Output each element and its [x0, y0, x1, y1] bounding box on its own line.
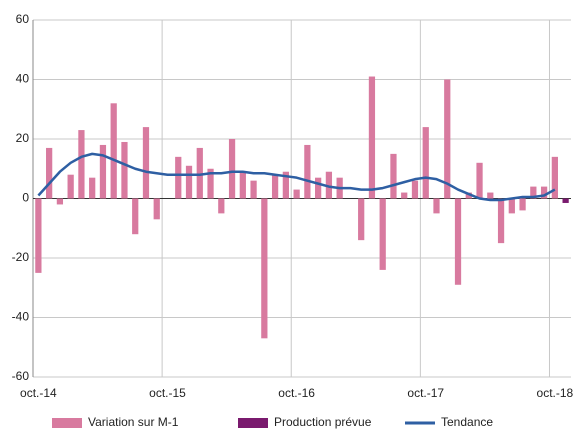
bar [67, 174, 74, 199]
bar [551, 156, 558, 199]
bar [99, 144, 107, 199]
bar [261, 198, 268, 339]
x-tick-label: oct.-16 [278, 386, 315, 400]
bar [379, 198, 386, 270]
bar [433, 198, 440, 214]
bar [519, 198, 526, 211]
bar [476, 162, 483, 199]
x-tick-label: oct.-18 [537, 386, 574, 400]
y-tick-label: 60 [16, 12, 30, 26]
y-tick-label: 20 [16, 131, 30, 145]
y-tick-label: -40 [12, 310, 30, 324]
y-tick-label: 0 [22, 191, 29, 205]
legend-label: Production prévue [274, 415, 372, 429]
bar [401, 192, 408, 199]
bar [325, 171, 333, 199]
bar [465, 192, 472, 199]
bar [487, 192, 494, 199]
legend-swatch [238, 418, 268, 428]
bar [497, 198, 505, 244]
bar [508, 198, 515, 214]
bar [293, 189, 300, 199]
bar [454, 198, 462, 285]
bar [444, 79, 451, 199]
bar [110, 103, 117, 199]
trend-line [37, 152, 556, 202]
bar [390, 153, 397, 199]
bar [175, 156, 182, 199]
bar [207, 168, 214, 199]
bar [142, 127, 150, 199]
bar [35, 198, 42, 273]
bar [368, 76, 376, 199]
bar [121, 141, 128, 199]
bar [56, 198, 64, 205]
bar [530, 186, 537, 199]
bar [304, 144, 311, 199]
bar [196, 147, 203, 199]
bar [422, 127, 429, 199]
legend-swatch [52, 418, 82, 428]
y-tick-label: -20 [12, 250, 30, 264]
bar [89, 177, 96, 199]
legend-label: Variation sur M-1 [88, 415, 179, 429]
bar [562, 198, 569, 203]
bar [78, 130, 85, 199]
bar [218, 198, 225, 214]
bar [271, 174, 279, 199]
bar [239, 171, 246, 199]
x-tick-label: oct.-15 [149, 386, 186, 400]
legend-label: Tendance [441, 415, 493, 429]
bar [282, 171, 289, 199]
bar [358, 198, 365, 241]
bar [132, 198, 139, 235]
x-tick-label: oct.-14 [20, 386, 57, 400]
bar [315, 177, 322, 199]
y-tick-label: -60 [12, 369, 30, 383]
bar [411, 180, 419, 199]
x-tick-label: oct.-17 [407, 386, 444, 400]
bar [228, 139, 236, 199]
y-tick-label: 40 [16, 72, 30, 86]
bar [185, 165, 193, 199]
bar [540, 186, 548, 199]
bar [250, 180, 257, 199]
bar [153, 198, 160, 220]
bar [46, 147, 53, 199]
